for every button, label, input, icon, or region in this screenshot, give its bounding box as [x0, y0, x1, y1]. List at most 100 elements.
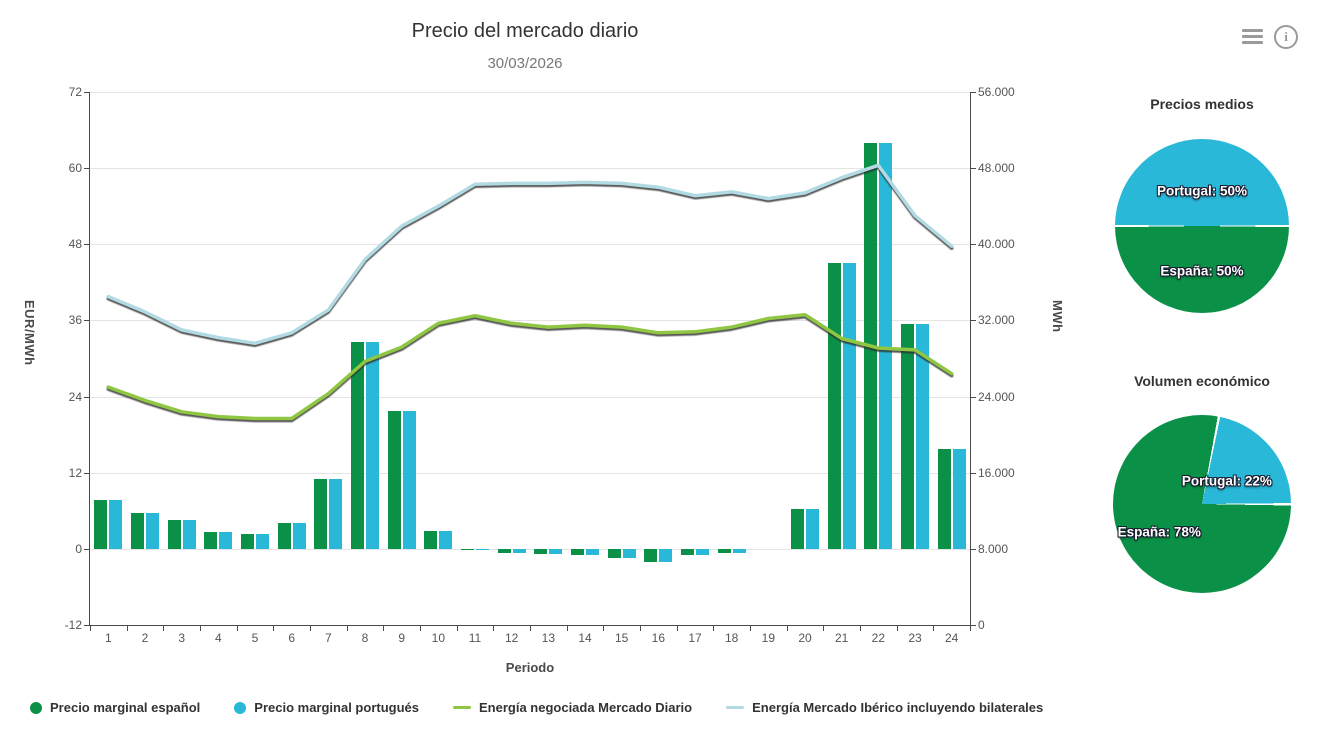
x-axis-label: 13: [541, 631, 555, 645]
legend-dot-marker: [234, 701, 247, 714]
right-axis-line: [970, 92, 971, 625]
gridline: [90, 92, 970, 93]
hamburger-menu-icon[interactable]: [1242, 29, 1263, 44]
right-axis-tick-label: 48.000: [978, 161, 1015, 176]
espana-price-bar-p9[interactable]: [387, 410, 401, 549]
axis-tick: [84, 92, 90, 93]
portugal-price-bar-p6[interactable]: [292, 523, 306, 549]
legend-item-3[interactable]: Energía negociada Mercado Diario: [452, 700, 693, 715]
espana-price-bar-p16[interactable]: [644, 548, 658, 562]
portugal-price-bar-p3[interactable]: [182, 519, 196, 549]
espana-price-bar-p23[interactable]: [901, 323, 914, 549]
info-icon[interactable]: i: [1274, 25, 1298, 49]
x-axis-label: 18: [724, 631, 739, 645]
right-axis-tick-label: 16.000: [978, 465, 1015, 480]
x-axis-label: 10: [431, 631, 445, 645]
axis-tick: [84, 625, 90, 626]
espana-price-bar-p1[interactable]: [94, 499, 108, 549]
legend-item-1[interactable]: Precio marginal español: [30, 700, 200, 715]
legend-label: Precio marginal portugués: [254, 700, 419, 715]
portugal-price-bar-p13[interactable]: [549, 548, 563, 554]
espana-price-bar-p24[interactable]: [937, 449, 951, 549]
chart-legend: Precio marginal español Precio marginal p…: [30, 700, 1043, 715]
portugal-price-bar-p22[interactable]: [879, 142, 893, 549]
axis-tick: [970, 472, 976, 474]
legend-label: Energía negociada Mercado Diario: [478, 700, 693, 715]
portugal-price-bar-p10[interactable]: [439, 531, 453, 549]
portugal-price-bar-p1[interactable]: [109, 499, 123, 549]
espana-price-bar-p5[interactable]: [241, 534, 254, 549]
x-axis-tick: [493, 625, 495, 631]
portugal-price-bar-p20[interactable]: [806, 508, 819, 549]
energia-iberico-line[interactable]: [106, 163, 954, 346]
legend-item-2[interactable]: Precio marginal portugués: [234, 700, 419, 715]
espana-price-bar-p2[interactable]: [131, 513, 144, 549]
x-axis-tick: [970, 625, 971, 631]
portugal-price-bar-p24[interactable]: [952, 449, 966, 549]
portugal-price-bar-p2[interactable]: [146, 513, 159, 549]
right-axis-tick-label: 40.000: [978, 237, 1015, 252]
right-axis-tick-label: 56.000: [978, 85, 1015, 99]
axis-tick: [970, 244, 976, 246]
right-axis-tick-label: 32.000: [978, 313, 1015, 328]
portugal-price-bar-p18[interactable]: [732, 548, 746, 554]
espana-price-bar-p17[interactable]: [681, 548, 694, 556]
x-axis-label: 24: [944, 631, 959, 645]
x-axis-tick: [273, 625, 275, 631]
right-axis-tick-label: 24.000: [978, 389, 1015, 404]
portugal-price-bar-p16[interactable]: [659, 548, 673, 562]
x-axis-label: 11: [468, 631, 482, 645]
portugal-price-bar-p15[interactable]: [622, 548, 636, 559]
portugal-price-bar-p7[interactable]: [329, 479, 343, 549]
portugal-price-bar-p5[interactable]: [256, 534, 269, 549]
chart-subtitle: 30/03/2026: [487, 55, 563, 72]
portugal-price-bar-p17[interactable]: [696, 548, 709, 556]
espana-price-bar-p11[interactable]: [461, 548, 474, 551]
axis-tick: [970, 92, 976, 93]
portugal-price-bar-p14[interactable]: [586, 548, 599, 555]
portugal-price-bar-p8[interactable]: [366, 342, 379, 549]
espana-price-bar-p12[interactable]: [497, 548, 511, 554]
portugal-price-bar-p21[interactable]: [842, 263, 856, 549]
espana-price-bar-p8[interactable]: [351, 342, 364, 549]
gridline: [90, 320, 970, 322]
espana-price-bar-p4[interactable]: [204, 531, 218, 549]
economic-volume-pie[interactable]: Portugal: 22% España: 78%: [1113, 415, 1291, 593]
axis-tick: [84, 244, 90, 246]
espana-price-bar-p18[interactable]: [717, 548, 731, 554]
espana-price-bar-p15[interactable]: [607, 548, 621, 559]
portugal-price-bar-p11[interactable]: [476, 548, 489, 551]
espana-price-bar-p14[interactable]: [571, 548, 584, 555]
x-axis-tick: [383, 625, 385, 631]
x-axis-label: 15: [614, 631, 629, 645]
espana-price-bar-p6[interactable]: [277, 523, 291, 549]
average-prices-pie[interactable]: Portugal: 50% España: 50%: [1115, 139, 1289, 313]
portugal-price-bar-p23[interactable]: [916, 323, 929, 549]
portugal-price-bar-p12[interactable]: [512, 548, 526, 554]
portugal-price-bar-p9[interactable]: [402, 410, 416, 549]
axis-tick: [970, 548, 976, 550]
x-axis-label: 6: [288, 631, 295, 645]
axis-tick: [84, 396, 90, 398]
espana-price-bar-p10[interactable]: [424, 531, 438, 549]
x-axis-tick: [786, 625, 788, 631]
legend-item-4[interactable]: Energía Mercado Ibérico incluyendo bilat…: [726, 700, 1043, 715]
x-axis-tick: [933, 625, 935, 631]
hamburger-bar: [1242, 35, 1263, 38]
chart-title: Precio del mercado diario: [411, 20, 639, 42]
left-axis-tick-label: -12: [64, 618, 82, 632]
x-axis-label: 3: [178, 631, 185, 645]
espana-price-bar-p7[interactable]: [314, 479, 328, 549]
x-axis-tick: [90, 625, 91, 631]
x-axis-tick: [126, 625, 128, 631]
x-axis-tick: [676, 625, 678, 631]
espana-price-bar-p3[interactable]: [167, 519, 181, 549]
energia-negociada-line[interactable]: [106, 312, 954, 421]
x-axis-tick: [420, 625, 421, 631]
portugal-price-bar-p4[interactable]: [219, 531, 233, 549]
espana-price-bar-p13[interactable]: [534, 548, 548, 554]
espana-price-bar-p20[interactable]: [791, 508, 804, 549]
x-axis-label: 19: [761, 631, 775, 645]
gridline: [90, 396, 970, 398]
